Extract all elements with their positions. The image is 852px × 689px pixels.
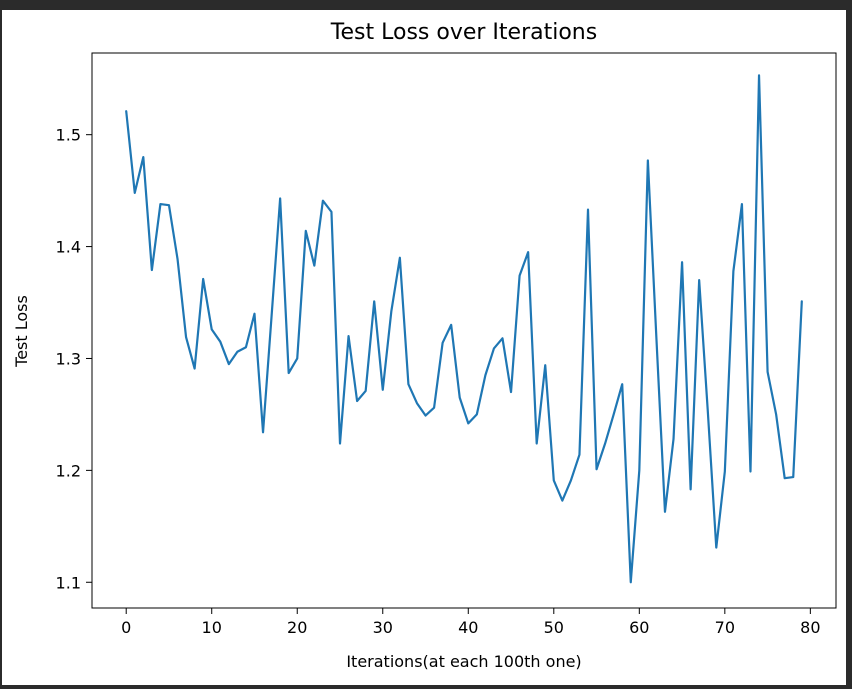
x-axis-label: Iterations(at each 100th one) — [346, 652, 581, 671]
y-tick-label: 1.5 — [56, 126, 81, 145]
series-group — [125, 74, 803, 584]
x-tick-label: 70 — [715, 618, 735, 637]
x-tick-label: 50 — [544, 618, 564, 637]
window-bottom-border — [0, 685, 852, 689]
y-tick-label: 1.1 — [56, 573, 81, 592]
window-top-border — [0, 0, 852, 10]
x-tick-label: 20 — [287, 618, 307, 637]
y-tick-label: 1.2 — [56, 461, 81, 480]
chart-title: Test Loss over Iterations — [330, 20, 597, 45]
window-right-border — [846, 0, 852, 689]
x-tick-label: 10 — [202, 618, 222, 637]
plot-area-frame — [91, 52, 837, 609]
window-left-border — [0, 0, 2, 689]
axis-ticks: 0 10 20 30 40 50 60 70 80 1.1 1.2 1.3 1.4 1.5 — [56, 126, 821, 637]
series-line-0 — [125, 74, 803, 584]
x-tick-label: 60 — [629, 618, 649, 637]
y-axis-label: Test Loss — [12, 295, 31, 368]
x-tick-label: 30 — [373, 618, 393, 637]
x-tick-label: 80 — [800, 618, 820, 637]
x-tick-label: 0 — [121, 618, 131, 637]
y-tick-label: 1.4 — [56, 238, 81, 257]
x-tick-label: 40 — [458, 618, 478, 637]
y-tick-label: 1.3 — [56, 349, 81, 368]
